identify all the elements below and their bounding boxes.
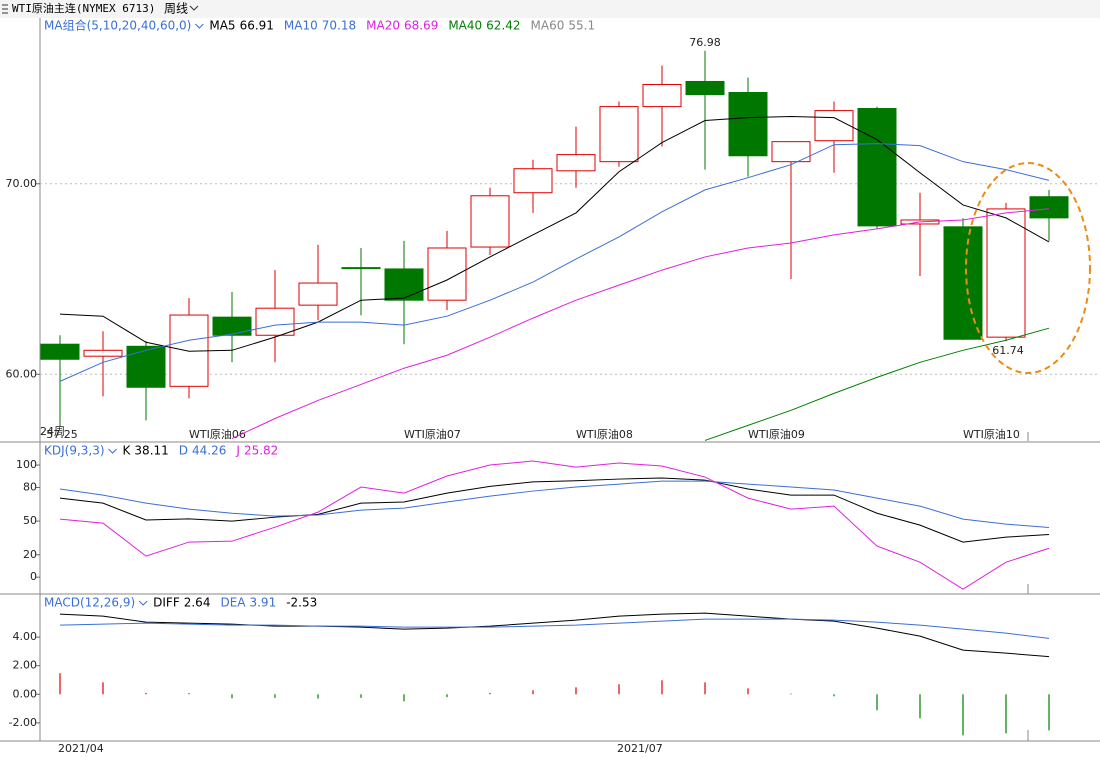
indicator-line xyxy=(59,460,1050,590)
candle-body xyxy=(470,195,510,248)
legend-value: -2.53 xyxy=(286,596,317,610)
title-bar xyxy=(0,0,1100,18)
plot-layer: 60.00 70.00 57.25 WTI原油06 WTI原油07 WTI原油08 76.9… xyxy=(6,18,1100,755)
window-label: 24周 xyxy=(40,425,65,438)
chevron[interactable] xyxy=(138,600,148,606)
legend-name: MA40 xyxy=(448,19,482,33)
chevron[interactable] xyxy=(195,23,204,29)
indicator-label: KDJ(9,3,3) xyxy=(44,444,105,458)
candle-body xyxy=(255,307,295,336)
low-label: 57.25 xyxy=(46,428,78,441)
candle-body xyxy=(384,268,424,301)
candle-body xyxy=(642,83,682,108)
candle-body xyxy=(556,154,596,172)
candle-body xyxy=(986,208,1026,338)
candle-body xyxy=(83,349,123,357)
candle-body xyxy=(341,267,381,270)
y-tick-label: 50 xyxy=(23,514,37,527)
indicator-line xyxy=(59,618,1050,639)
indicator-line xyxy=(59,477,1050,543)
y-tick-label: 80 xyxy=(23,480,37,493)
chevron[interactable] xyxy=(189,5,199,11)
indicator-line xyxy=(231,208,1050,439)
candle-body xyxy=(427,247,467,301)
y-tick-label: 2.00 xyxy=(13,659,38,672)
indicator-line xyxy=(59,143,1050,382)
legend-name: MA60 xyxy=(531,19,565,33)
legend-value: 44.26 xyxy=(192,444,226,458)
legend-value: 70.18 xyxy=(322,19,356,33)
legend-name: DEA xyxy=(220,596,246,610)
legend-value: 3.91 xyxy=(249,596,276,610)
legend-name: MA20 xyxy=(366,19,400,33)
legend-name: DIFF xyxy=(153,596,180,610)
legend-value: 62.42 xyxy=(486,19,520,33)
chevron[interactable] xyxy=(108,448,117,454)
legend-value: 2.64 xyxy=(184,596,211,610)
indicator-line xyxy=(59,612,1050,658)
indicator-line xyxy=(704,327,1050,441)
legend-name: D xyxy=(179,444,188,458)
low-label: 61.74 xyxy=(992,344,1024,357)
x-tick-label: WTI原油07 xyxy=(404,427,461,441)
candle-body xyxy=(685,80,725,96)
legend-value: 38.11 xyxy=(134,444,168,458)
x-tick-label: WTI原油09 xyxy=(748,427,805,441)
menu-icon xyxy=(2,4,8,14)
indicator-line xyxy=(59,480,1050,529)
y-tick-label: -2.00 xyxy=(9,716,37,729)
indicator-label: MA组合(5,10,20,40,60,0) xyxy=(44,18,191,33)
candle-body xyxy=(943,226,983,340)
indicator-line xyxy=(59,116,1050,352)
candle-body xyxy=(728,92,768,157)
x-tick-label: 2021/04 xyxy=(58,742,104,755)
legend-name: J xyxy=(235,444,240,458)
candle-body xyxy=(126,345,166,388)
period[interactable]: 周线 xyxy=(164,2,188,16)
y-tick-label: 0 xyxy=(30,570,37,583)
legend-name: K xyxy=(123,444,132,458)
candle-body xyxy=(298,282,338,306)
legend-name: MA5 xyxy=(209,19,235,33)
x-tick-label: WTI原油10 xyxy=(963,427,1020,441)
title: WTI原油主连(NYMEX 6713) xyxy=(12,1,155,15)
y-tick-label: 100 xyxy=(16,458,37,471)
candle-body xyxy=(1029,196,1069,219)
y-tick-label: 0.00 xyxy=(13,687,38,700)
candle-body xyxy=(40,343,80,360)
x-tick-label: 2021/07 xyxy=(617,742,663,755)
legend-value: 68.69 xyxy=(404,19,438,33)
x-tick-label: WTI原油08 xyxy=(576,427,633,441)
y-tick-label: 70.00 xyxy=(6,177,38,190)
candle-body xyxy=(513,168,553,194)
legend-value: 66.91 xyxy=(240,19,274,33)
legend-value: 55.1 xyxy=(568,19,595,33)
legend-name: MA10 xyxy=(284,19,318,33)
legend-value: 25.82 xyxy=(244,444,278,458)
x-tick-label: WTI原油06 xyxy=(189,427,246,441)
indicator-label: MACD(12,26,9) xyxy=(44,596,135,610)
candle-body xyxy=(857,108,897,227)
candle-body xyxy=(599,106,639,163)
y-tick-label: 20 xyxy=(23,548,37,561)
y-tick-label: 4.00 xyxy=(13,630,38,643)
candle-body xyxy=(771,141,811,163)
high-label: 76.98 xyxy=(689,36,721,49)
y-tick-label: 60.00 xyxy=(6,367,38,380)
candle-body xyxy=(212,316,252,336)
highlight-ellipse xyxy=(965,162,1091,374)
candle-body xyxy=(814,110,854,142)
